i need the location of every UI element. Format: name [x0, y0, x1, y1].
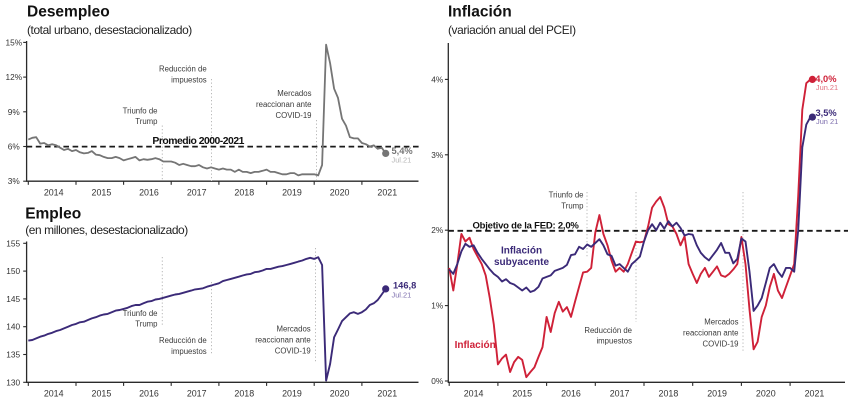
svg-text:2014: 2014 — [44, 187, 64, 197]
svg-text:Jul.21: Jul.21 — [392, 155, 412, 164]
svg-text:12%: 12% — [5, 72, 22, 82]
svg-text:2015: 2015 — [92, 389, 112, 399]
svg-text:Jun.21: Jun.21 — [816, 83, 838, 92]
svg-text:impuestos: impuestos — [171, 75, 207, 84]
svg-text:3%: 3% — [431, 150, 444, 160]
svg-text:2017: 2017 — [610, 389, 630, 399]
svg-text:2018: 2018 — [234, 389, 254, 399]
svg-text:COVID-19: COVID-19 — [275, 346, 311, 355]
svg-text:Objetivo de la FED: 2,0%: Objetivo de la FED: 2,0% — [473, 221, 580, 232]
svg-text:2015: 2015 — [92, 187, 112, 197]
svg-text:2020: 2020 — [756, 389, 776, 399]
svg-text:2%: 2% — [431, 225, 444, 235]
svg-text:2016: 2016 — [139, 187, 159, 197]
svg-text:Mercados: Mercados — [276, 325, 310, 334]
svg-text:Inflación: Inflación — [448, 4, 512, 21]
svg-text:Promedio 2000-2021: Promedio 2000-2021 — [152, 136, 244, 147]
svg-text:2019: 2019 — [707, 389, 727, 399]
svg-text:2014: 2014 — [464, 389, 484, 399]
svg-text:Triunfo de: Triunfo de — [123, 309, 158, 318]
svg-text:COVID-19: COVID-19 — [703, 339, 739, 348]
svg-text:145: 145 — [6, 294, 20, 304]
svg-text:impuestos: impuestos — [171, 347, 207, 356]
svg-text:reaccionan ante: reaccionan ante — [683, 328, 738, 337]
svg-text:Reducción de: Reducción de — [584, 326, 632, 335]
svg-text:130: 130 — [6, 377, 20, 387]
svg-text:15%: 15% — [5, 37, 22, 47]
svg-text:2018: 2018 — [234, 187, 254, 197]
svg-text:impuestos: impuestos — [596, 337, 632, 346]
svg-text:0%: 0% — [431, 376, 444, 386]
svg-text:2017: 2017 — [187, 187, 207, 197]
svg-text:Jul.21: Jul.21 — [392, 291, 412, 300]
svg-text:4,0%: 4,0% — [815, 74, 837, 84]
svg-text:Trump: Trump — [561, 201, 584, 210]
svg-text:3%: 3% — [8, 176, 21, 186]
svg-text:1%: 1% — [431, 301, 444, 311]
svg-text:2017: 2017 — [187, 389, 207, 399]
svg-text:Reducción de: Reducción de — [159, 65, 207, 74]
svg-text:Jun 21: Jun 21 — [816, 117, 838, 126]
svg-text:Triunfo de: Triunfo de — [549, 190, 584, 199]
svg-text:2020: 2020 — [330, 389, 350, 399]
svg-text:135: 135 — [6, 350, 20, 360]
svg-text:Mercados: Mercados — [277, 89, 311, 98]
svg-text:5,4%: 5,4% — [392, 146, 414, 156]
svg-text:Inflación: Inflación — [501, 245, 542, 256]
svg-text:9%: 9% — [8, 107, 21, 117]
svg-text:(en millones, desestacionaliza: (en millones, desestacionalizado) — [25, 223, 188, 237]
svg-text:Inflación: Inflación — [455, 340, 496, 351]
svg-text:2014: 2014 — [44, 389, 64, 399]
svg-text:COVID-19: COVID-19 — [276, 111, 312, 120]
svg-text:2015: 2015 — [512, 389, 532, 399]
svg-text:2016: 2016 — [561, 389, 581, 399]
svg-text:Triunfo de: Triunfo de — [123, 106, 158, 115]
svg-text:3,5%: 3,5% — [816, 108, 838, 118]
svg-text:Mercados: Mercados — [704, 318, 738, 327]
svg-text:150: 150 — [6, 266, 20, 276]
svg-text:reaccionan ante: reaccionan ante — [256, 100, 311, 109]
svg-text:4%: 4% — [431, 74, 444, 84]
svg-text:Reducción de: Reducción de — [159, 336, 207, 345]
svg-text:6%: 6% — [8, 142, 21, 152]
svg-text:reaccionan ante: reaccionan ante — [255, 335, 310, 344]
svg-text:2021: 2021 — [805, 389, 825, 399]
svg-text:2021: 2021 — [377, 187, 397, 197]
svg-text:146,8: 146,8 — [393, 281, 416, 291]
svg-text:155: 155 — [6, 238, 20, 248]
svg-text:2019: 2019 — [282, 187, 302, 197]
svg-text:2016: 2016 — [139, 389, 159, 399]
svg-text:140: 140 — [6, 322, 20, 332]
svg-text:(total urbano, desestacionaliz: (total urbano, desestacionalizado) — [27, 23, 192, 37]
svg-text:2018: 2018 — [659, 389, 679, 399]
svg-text:subyacente: subyacente — [494, 257, 549, 268]
svg-text:Desempleo: Desempleo — [27, 4, 110, 21]
svg-text:2021: 2021 — [377, 389, 397, 399]
svg-text:Empleo: Empleo — [25, 206, 81, 223]
svg-text:Trump: Trump — [135, 117, 158, 126]
svg-text:(variación anual del PCEI): (variación anual del PCEI) — [448, 23, 576, 37]
svg-text:2019: 2019 — [282, 389, 302, 399]
svg-text:2020: 2020 — [330, 187, 350, 197]
svg-text:Trump: Trump — [135, 320, 158, 329]
